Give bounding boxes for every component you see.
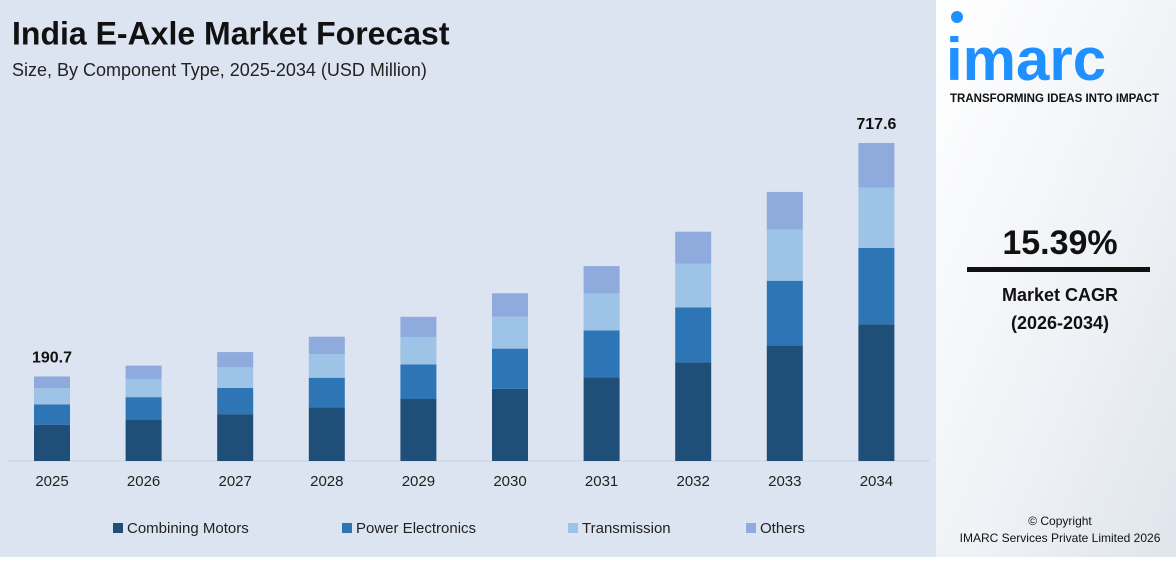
bar-segment [400,337,437,365]
total-label: 190.7 [32,350,72,367]
bar-segment [583,330,620,378]
bar-segment [583,266,620,294]
chart-subtitle: Size, By Component Type, 2025-2034 (USD … [12,60,427,80]
bar-segment [308,407,345,461]
copyright: © Copyright [1028,514,1092,528]
company: IMARC Services Private Limited 2026 [960,531,1161,545]
bar-segment [766,345,803,461]
total-label: 717.6 [856,116,896,133]
bar-segment [492,316,528,349]
tagline: TRANSFORMING IDEAS INTO IMPACT [950,93,1159,105]
plot: 2025 190.7 2026 2027 2028 2029 2030 2031 2032 203… [32,116,897,490]
bar-segment [675,362,712,461]
logo: imarc [946,26,1106,93]
cagr-rule [967,267,1150,272]
bar-segment [858,324,895,461]
bar-segment [308,354,345,378]
bar-segment [125,379,162,398]
logo-dot [951,11,963,23]
x-tick-label: 2027 [219,473,252,490]
bar-segment [400,364,437,400]
bar-segment [400,316,437,338]
legend-label: Transmission [582,520,671,537]
legend-swatch [746,523,756,533]
bar-segment [217,352,254,368]
legend-swatch [568,523,578,533]
x-tick-label: 2025 [35,473,68,490]
x-tick-label: 2029 [402,473,435,490]
x-tick-label: 2033 [768,473,801,490]
bar-segment [675,307,712,363]
bar-segment [308,336,345,355]
x-tick-label: 2026 [127,473,160,490]
bar-segment [125,420,162,461]
bar-segment [34,404,70,425]
bar-segment [583,293,620,331]
sidebar-background [936,0,1176,557]
x-tick-label: 2032 [677,473,710,490]
bar-segment [400,399,437,461]
bar-segment [492,348,528,389]
bar-segment [858,143,895,188]
legend-swatch [342,523,352,533]
bar-segment [583,377,620,461]
bar-segment [217,388,254,415]
chart-title: India E-Axle Market Forecast [12,15,450,51]
bar-segment [34,376,70,389]
legend-label: Combining Motors [127,520,249,537]
legend-label: Others [760,520,805,537]
cagr-period: (2026-2034) [1011,313,1109,333]
bar-segment [675,263,712,308]
bar-segment [308,377,345,408]
bar-segment [34,424,70,461]
bar-segment [125,397,162,421]
bar-segment [217,367,254,389]
bar-segment [125,365,162,380]
legend-label: Power Electronics [356,520,476,537]
bar-segment [492,293,528,317]
bar-segment [858,187,895,248]
bar-segment [858,247,895,325]
bar-segment [766,229,803,281]
legend: Combining Motors Power Electronics Transmi… [113,520,805,537]
bar-segment [217,414,254,461]
bar-segment [675,231,712,264]
bar-segment [492,388,528,461]
cagr-value: 15.39% [1002,224,1117,262]
bar-segment [34,388,70,405]
legend-swatch [113,523,123,533]
x-tick-label: 2031 [585,473,618,490]
x-tick-label: 2034 [860,473,893,490]
bar-segment [766,280,803,346]
cagr-label: Market CAGR [1002,285,1118,305]
x-tick-label: 2028 [310,473,343,490]
x-tick-label: 2030 [493,473,526,490]
bar-segment [766,191,803,230]
